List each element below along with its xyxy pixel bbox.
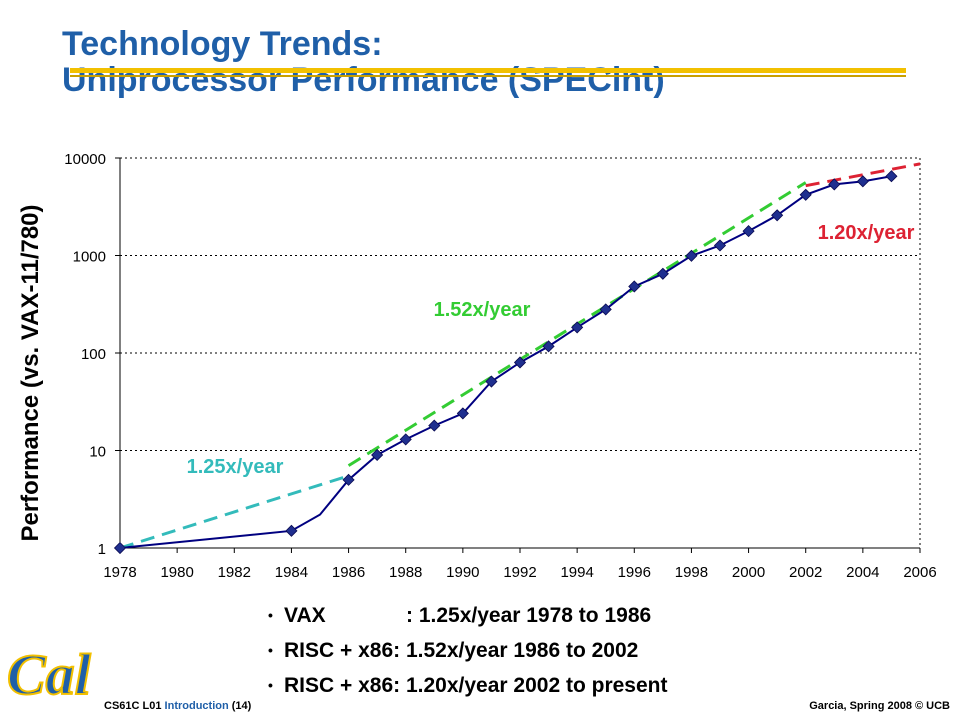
y-tick-label: 1000 [73, 249, 106, 266]
data-point [628, 280, 641, 293]
data-point [885, 170, 898, 183]
bullet-item: • VAX : 1.25x/year 1978 to 1986 [268, 599, 667, 634]
footer-course-code: CS61C L01 [104, 700, 162, 712]
chart-grid [120, 157, 920, 451]
data-point [113, 541, 127, 555]
cal-logo: Cal [6, 641, 93, 704]
y-axis-label: Performance (vs. VAX-11/780) [17, 204, 44, 541]
chart-labels: Performance (vs. VAX-11/780) 1.25x/year 1.… [17, 204, 915, 541]
bullet-dot: • [268, 677, 273, 693]
x-tick-label: 2004 [846, 564, 879, 581]
data-point [713, 239, 727, 252]
y-tick-label: 10000 [64, 151, 106, 168]
trend-line [805, 162, 921, 188]
y-tick-label: 10 [89, 444, 106, 461]
trend-label: 1.52x/year [434, 299, 531, 321]
trend-line [119, 474, 350, 550]
cal-logo-text: Cal [7, 642, 92, 704]
x-tick-label: 1990 [446, 564, 479, 581]
bullet-item: • RISC + x86 : 1.20x/year 2002 to presen… [268, 669, 667, 704]
footer-course: CS61C L01 Introduction (14) [104, 700, 251, 712]
data-point [771, 209, 784, 222]
data-point [599, 303, 612, 316]
footer-page: (14) [231, 700, 252, 712]
data-point [571, 321, 584, 334]
chart-series [113, 170, 898, 555]
x-tick-label: 1988 [389, 564, 422, 581]
title-line-1: Technology Trends: [62, 25, 383, 63]
bullet-label: RISC + x86 [284, 674, 394, 697]
data-point [828, 178, 841, 191]
x-tick-label: 2002 [789, 564, 822, 581]
footer-topic: Introduction [164, 700, 229, 712]
bullet-label: RISC + x86 [284, 639, 394, 662]
x-tick-label: 1996 [618, 564, 651, 581]
bullet-dot: • [268, 607, 273, 623]
bullet-dot: • [268, 642, 273, 658]
data-point [856, 175, 869, 188]
chart-ticks: 1 10 100 1000 10000 1978 1980 1982 1984 1986 1988 1… [64, 151, 936, 581]
x-tick-label: 1998 [675, 564, 708, 581]
x-tick-label: 2006 [903, 564, 936, 581]
x-tick-label: 1978 [103, 564, 136, 581]
data-point [428, 419, 441, 432]
trend-label: 1.20x/year [818, 222, 915, 244]
bullet-text: : 1.25x/year 1978 to 1986 [406, 604, 652, 627]
performance-chart: 1 10 100 1000 10000 1978 1980 1982 1984 1986 1988 1… [17, 151, 937, 581]
data-point [371, 448, 384, 462]
bullet-label: VAX [284, 604, 326, 627]
x-tick-label: 1980 [160, 564, 193, 581]
trend-label: 1.25x/year [187, 456, 284, 478]
x-tick-label: 1982 [218, 564, 251, 581]
data-point [456, 407, 469, 420]
title-underline [70, 68, 906, 73]
data-point [513, 356, 527, 369]
x-tick-label: 2000 [732, 564, 765, 581]
data-point [799, 188, 812, 201]
data-point [656, 267, 669, 280]
trend-lines [119, 162, 921, 550]
series-line [119, 175, 892, 549]
title-underline-shadow [70, 75, 906, 77]
data-point [285, 524, 298, 537]
bullet-text: : 1.52x/year 1986 to 2002 [393, 639, 639, 662]
bullet-item: • RISC + x86 : 1.52x/year 1986 to 2002 [268, 634, 667, 669]
bullet-list: • VAX : 1.25x/year 1978 to 1986 • RISC +… [268, 599, 667, 704]
x-tick-label: 1992 [503, 564, 536, 581]
x-tick-label: 1986 [332, 564, 365, 581]
data-point [485, 375, 498, 388]
data-point [399, 433, 412, 446]
y-tick-label: 1 [98, 541, 106, 558]
data-point [342, 473, 355, 486]
bullet-text: : 1.20x/year 2002 to present [393, 674, 668, 697]
y-tick-label: 100 [81, 346, 106, 363]
x-tick-label: 1984 [275, 564, 308, 581]
x-tick-label: 1994 [560, 564, 593, 581]
data-point [685, 249, 698, 262]
data-point [742, 225, 755, 238]
footer-credit: Garcia, Spring 2008 © UCB [809, 700, 950, 712]
data-point [542, 340, 555, 353]
